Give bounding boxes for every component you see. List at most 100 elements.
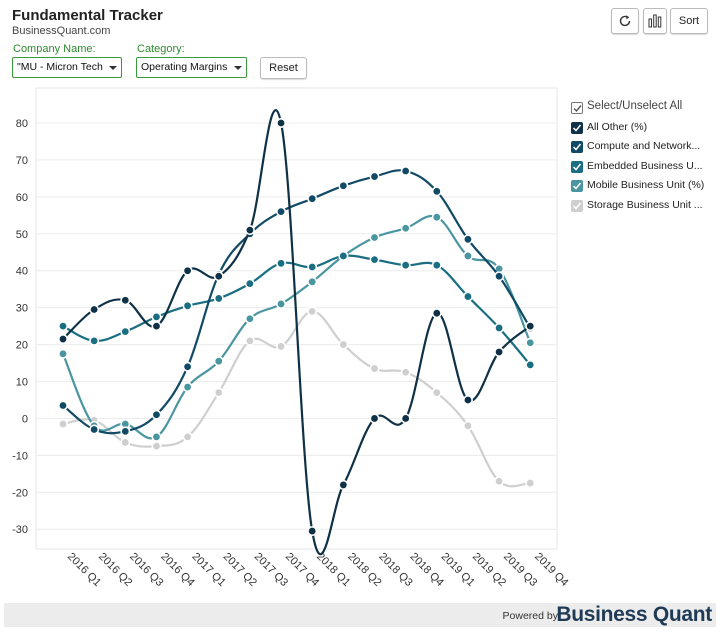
y-tick-label: 60 [16, 192, 28, 204]
data-point [89, 424, 100, 435]
data-point [213, 271, 224, 282]
company-select-value: "MU - Micron Tech [17, 61, 103, 73]
refresh-button[interactable] [611, 8, 639, 34]
legend-item-label: Compute and Network... [587, 140, 701, 152]
reset-button[interactable]: Reset [260, 57, 307, 79]
refresh-icon [619, 15, 631, 27]
data-point [182, 382, 193, 393]
data-point [400, 260, 411, 271]
legend-item[interactable]: All Other (%) [571, 120, 716, 140]
data-point [151, 441, 162, 452]
checkbox-icon[interactable] [571, 180, 583, 192]
data-point [400, 413, 411, 424]
series-line [62, 254, 532, 366]
data-point [369, 413, 380, 424]
data-point [462, 250, 473, 261]
category-select[interactable]: Operating Margins [136, 57, 247, 78]
data-point [182, 431, 193, 442]
legend-item[interactable]: Compute and Network... [571, 139, 716, 159]
footer-bar: Powered by Business Quant [4, 603, 716, 627]
data-point [182, 361, 193, 372]
data-point [57, 348, 68, 359]
data-point [462, 420, 473, 431]
data-point [369, 254, 380, 265]
y-tick-label: 20 [16, 340, 28, 352]
data-point [525, 321, 536, 332]
data-point [494, 322, 505, 333]
data-point [494, 476, 505, 487]
company-select[interactable]: "MU - Micron Tech [12, 57, 122, 78]
legend-item-label: All Other (%) [587, 120, 648, 133]
chart-type-button[interactable] [643, 8, 667, 34]
data-point [276, 258, 287, 269]
data-point [182, 300, 193, 311]
legend-select-all[interactable]: Select/Unselect All [571, 100, 716, 120]
data-point [307, 193, 318, 204]
y-tick-label: -20 [12, 487, 28, 499]
data-point [151, 321, 162, 332]
data-point [431, 186, 442, 197]
data-point [307, 306, 318, 317]
data-point [276, 341, 287, 352]
data-point [120, 426, 131, 437]
data-point [244, 225, 255, 236]
data-point [431, 308, 442, 319]
data-point [369, 232, 380, 243]
category-select-value: Operating Margins [141, 61, 228, 73]
data-point [462, 291, 473, 302]
category-label: Category: [137, 43, 185, 55]
data-point [525, 337, 536, 348]
data-point [244, 278, 255, 289]
page-subtitle: BusinessQuant.com [12, 25, 111, 37]
checkbox-icon[interactable] [571, 141, 583, 153]
data-point [57, 334, 68, 345]
checkbox-icon[interactable] [571, 199, 583, 212]
legend-select-all-label: Select/Unselect All [587, 100, 683, 112]
brand-logo[interactable]: Business Quant [556, 603, 712, 626]
legend-item[interactable]: Storage Business Unit ... [571, 198, 716, 218]
data-point [151, 311, 162, 322]
data-point [213, 293, 224, 304]
data-point [120, 437, 131, 448]
checkbox-icon[interactable] [571, 102, 583, 114]
data-point [494, 346, 505, 357]
data-point [276, 118, 287, 129]
data-point [369, 363, 380, 374]
data-point [89, 304, 100, 315]
data-point [120, 326, 131, 337]
y-tick-label: 30 [16, 303, 28, 315]
data-point [307, 262, 318, 273]
chevron-down-icon [109, 66, 117, 70]
data-point [525, 359, 536, 370]
data-point [151, 409, 162, 420]
data-point [213, 387, 224, 398]
data-point [89, 335, 100, 346]
legend-item-label: Mobile Business Unit (%) [587, 179, 705, 191]
data-point [431, 387, 442, 398]
bar-chart-icon [648, 14, 662, 28]
data-point [462, 394, 473, 405]
series-line [62, 169, 532, 435]
legend-item-label: Storage Business Unit ... [587, 198, 703, 211]
data-point [338, 479, 349, 490]
sort-button[interactable]: Sort [670, 8, 708, 34]
data-point [120, 295, 131, 306]
data-point [400, 166, 411, 177]
data-point [276, 298, 287, 309]
data-point [525, 478, 536, 489]
legend-item[interactable]: Embedded Business U... [571, 159, 716, 179]
data-point [307, 526, 318, 537]
legend-item[interactable]: Mobile Business Unit (%) [571, 178, 716, 198]
data-point [400, 367, 411, 378]
data-point [431, 212, 442, 223]
data-point [276, 206, 287, 217]
series-line [61, 214, 532, 440]
checkbox-icon[interactable] [571, 121, 583, 134]
company-name-label: Company Name: [13, 43, 96, 55]
data-point [462, 234, 473, 245]
checkbox-icon[interactable] [571, 160, 583, 173]
series-line [62, 310, 531, 488]
y-tick-label: 10 [16, 377, 28, 389]
data-point [57, 321, 68, 332]
data-point [182, 265, 193, 276]
